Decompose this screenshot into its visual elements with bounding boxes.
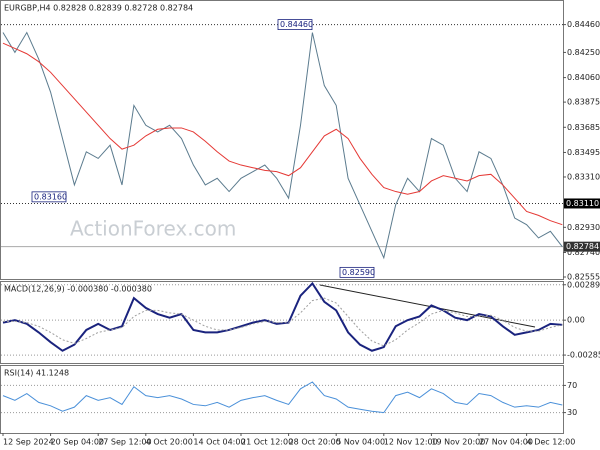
x-tick-label: 12 Nov 12:00	[384, 438, 438, 447]
series-line	[2, 31, 563, 260]
x-tick-label: 27 Sep 12:00	[98, 438, 151, 447]
panel-title: RSI(14) 41.1248	[4, 369, 69, 378]
x-tick-label: 20 Sep 04:00	[51, 438, 104, 447]
y-tick-label: 0.002893	[567, 280, 600, 289]
annotation-box	[339, 266, 375, 278]
y-tick-label: 0.82930	[567, 223, 600, 232]
watermark: ActionForex.com	[70, 217, 236, 241]
series-line	[2, 281, 563, 352]
main-panel	[0, 0, 564, 280]
level-label-box	[564, 198, 600, 209]
annotation-label: 0.83160	[34, 192, 67, 201]
x-tick-label: 28 Oct 20:00	[289, 438, 341, 447]
rsi-panel	[0, 365, 564, 434]
series-line	[3, 297, 563, 347]
y-tick-label: 30	[567, 408, 577, 417]
annotation-box	[277, 19, 313, 31]
x-tick-label: 4 Oct 20:00	[146, 438, 193, 447]
annotation-box	[31, 191, 67, 203]
y-tick-label: 0.82555	[567, 273, 600, 282]
x-tick-label: 19 Nov 20:00	[431, 438, 485, 447]
y-tick-label: 0.84060	[567, 73, 600, 82]
x-tick-label: 12 Sep 2024	[3, 438, 54, 447]
x-tick-label: 5 Nov 04:00	[336, 438, 385, 447]
y-tick-label: 0.83310	[567, 172, 600, 181]
panel-title: MACD(12,26,9) -0.000380 -0.000380	[4, 285, 152, 294]
last-price-label: 0.82784	[566, 242, 599, 251]
x-tick-label: 4 Dec 12:00	[527, 438, 576, 447]
panel-title: EURGBP,H4 0.82828 0.82839 0.82728 0.8278…	[4, 4, 193, 13]
series-line	[2, 42, 563, 226]
y-tick-label: -0.002852	[567, 351, 600, 360]
series-line	[2, 381, 563, 414]
y-tick-label: 0.83875	[567, 98, 600, 107]
y-tick-label: 0.83685	[567, 123, 600, 132]
level-label: 0.83110	[566, 199, 599, 208]
y-tick-label: 70	[567, 381, 577, 390]
x-tick-label: 21 Oct 12:00	[241, 438, 293, 447]
x-tick-label: 27 Nov 04:00	[479, 438, 533, 447]
annotation-label: 0.82590	[342, 268, 375, 277]
y-tick-label: 0.82740	[567, 248, 600, 257]
y-tick-label: 0.83495	[567, 148, 600, 157]
macd-panel	[0, 281, 564, 364]
last-price-box	[564, 241, 600, 252]
y-tick-label: 0.00	[567, 316, 585, 325]
y-tick-label: 0.84460	[567, 20, 600, 29]
annotation-label: 0.84460	[280, 20, 313, 29]
x-tick-label: 14 Oct 04:00	[193, 438, 245, 447]
y-tick-label: 0.84250	[567, 48, 600, 57]
